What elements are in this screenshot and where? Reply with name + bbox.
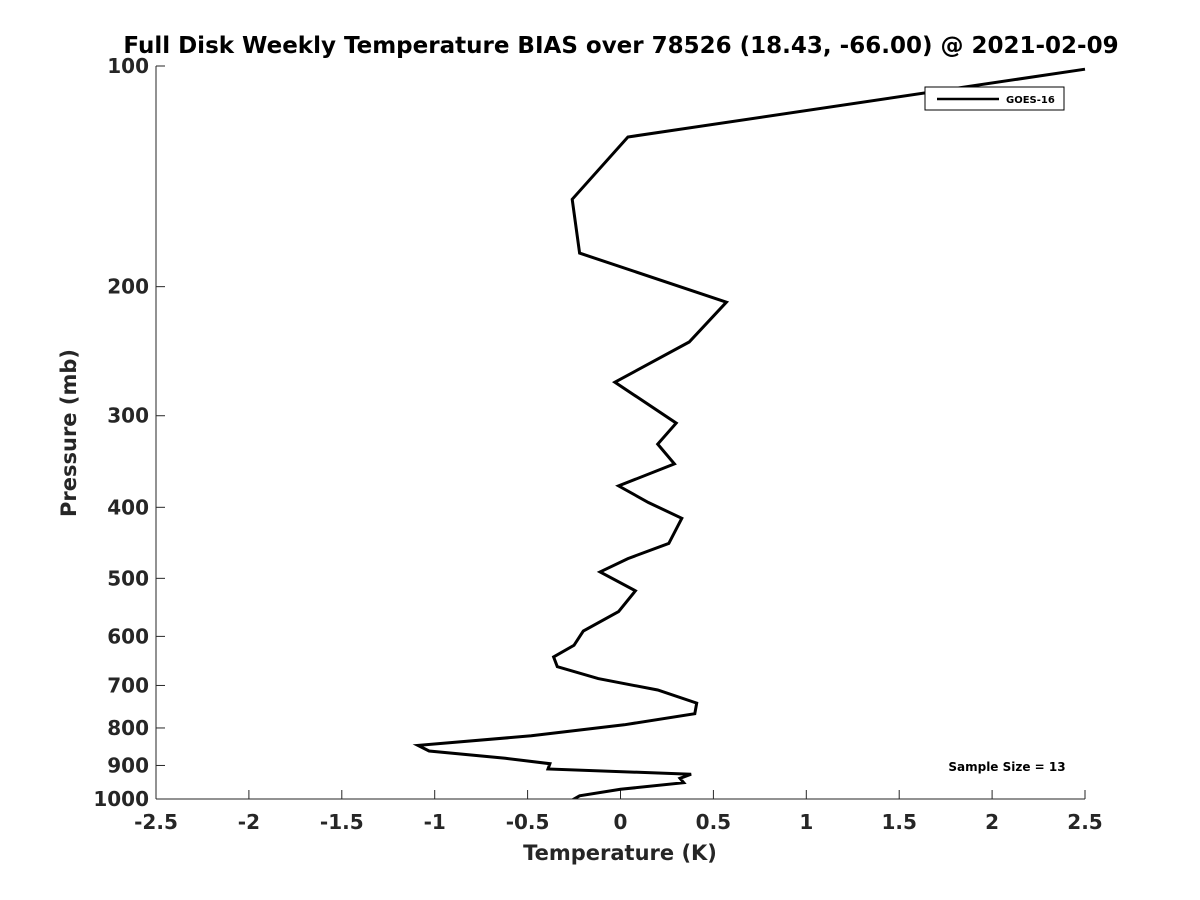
x-tick-label: 0 bbox=[614, 810, 628, 834]
x-tick-label: -2.5 bbox=[134, 810, 178, 834]
x-tick-label: 1.5 bbox=[881, 810, 916, 834]
x-tick-label: -1 bbox=[424, 810, 446, 834]
x-tick-label: 2 bbox=[985, 810, 999, 834]
y-tick-label: 800 bbox=[107, 716, 149, 740]
legend-label-goes-16: GOES-16 bbox=[1006, 95, 1055, 106]
legend: GOES-16 bbox=[924, 86, 1065, 111]
y-tick-label: 400 bbox=[107, 495, 149, 519]
chart-title: Full Disk Weekly Temperature BIAS over 7… bbox=[123, 33, 1118, 59]
axes bbox=[155, 66, 1085, 800]
x-axis-label: Temperature (K) bbox=[523, 841, 717, 865]
sample-size-annotation: Sample Size = 13 bbox=[948, 760, 1065, 774]
y-tick-label: 100 bbox=[107, 54, 149, 78]
y-tick-label: 500 bbox=[107, 566, 149, 590]
x-tick-label: -2 bbox=[238, 810, 260, 834]
x-tick-label: 2.5 bbox=[1067, 810, 1102, 834]
series-line-goes-16 bbox=[412, 67, 1086, 799]
y-tick-label: 600 bbox=[107, 624, 149, 648]
x-axis-ticks: -2.5 -2 -1.5 -1 -0.5 0 0.5 1 1.5 2 2.5 bbox=[134, 790, 1103, 834]
series-layer bbox=[412, 67, 1086, 799]
y-axis-label: Pressure (mb) bbox=[57, 349, 81, 517]
y-tick-label: 1000 bbox=[93, 787, 149, 811]
y-tick-label: 200 bbox=[107, 275, 149, 299]
x-tick-label: -0.5 bbox=[506, 810, 550, 834]
x-tick-label: -1.5 bbox=[320, 810, 364, 834]
x-tick-label: 0.5 bbox=[696, 810, 731, 834]
x-tick-label: 1 bbox=[799, 810, 813, 834]
y-axis-ticks: 100 200 300 400 500 600 700 800 900 1000 bbox=[93, 54, 165, 811]
y-tick-label: 700 bbox=[107, 673, 149, 697]
y-tick-label: 300 bbox=[107, 404, 149, 428]
y-tick-label: 900 bbox=[107, 753, 149, 777]
